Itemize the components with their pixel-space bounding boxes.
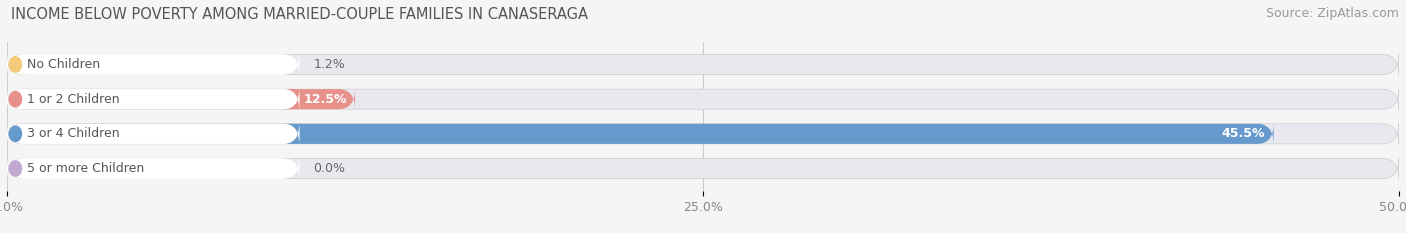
- FancyBboxPatch shape: [7, 158, 299, 179]
- Circle shape: [10, 92, 21, 107]
- Circle shape: [10, 161, 21, 176]
- FancyBboxPatch shape: [7, 54, 41, 75]
- FancyBboxPatch shape: [7, 88, 354, 110]
- FancyBboxPatch shape: [7, 54, 299, 75]
- Text: 5 or more Children: 5 or more Children: [27, 162, 145, 175]
- FancyBboxPatch shape: [7, 88, 1399, 110]
- FancyBboxPatch shape: [7, 123, 1399, 145]
- Text: 1.2%: 1.2%: [314, 58, 344, 71]
- FancyBboxPatch shape: [7, 88, 299, 110]
- Text: Source: ZipAtlas.com: Source: ZipAtlas.com: [1265, 7, 1399, 20]
- Text: 45.5%: 45.5%: [1222, 127, 1265, 140]
- Text: 1 or 2 Children: 1 or 2 Children: [27, 93, 120, 106]
- Text: 3 or 4 Children: 3 or 4 Children: [27, 127, 120, 140]
- FancyBboxPatch shape: [7, 158, 1399, 179]
- Text: 0.0%: 0.0%: [314, 162, 346, 175]
- FancyBboxPatch shape: [7, 54, 299, 75]
- FancyBboxPatch shape: [7, 88, 299, 110]
- Text: INCOME BELOW POVERTY AMONG MARRIED-COUPLE FAMILIES IN CANASERAGA: INCOME BELOW POVERTY AMONG MARRIED-COUPL…: [11, 7, 588, 22]
- FancyBboxPatch shape: [7, 158, 299, 179]
- Circle shape: [10, 57, 21, 72]
- FancyBboxPatch shape: [7, 123, 1274, 145]
- FancyBboxPatch shape: [7, 123, 299, 145]
- FancyBboxPatch shape: [7, 54, 1399, 75]
- Circle shape: [10, 126, 21, 141]
- Text: 12.5%: 12.5%: [304, 93, 347, 106]
- FancyBboxPatch shape: [7, 123, 299, 145]
- Text: No Children: No Children: [27, 58, 100, 71]
